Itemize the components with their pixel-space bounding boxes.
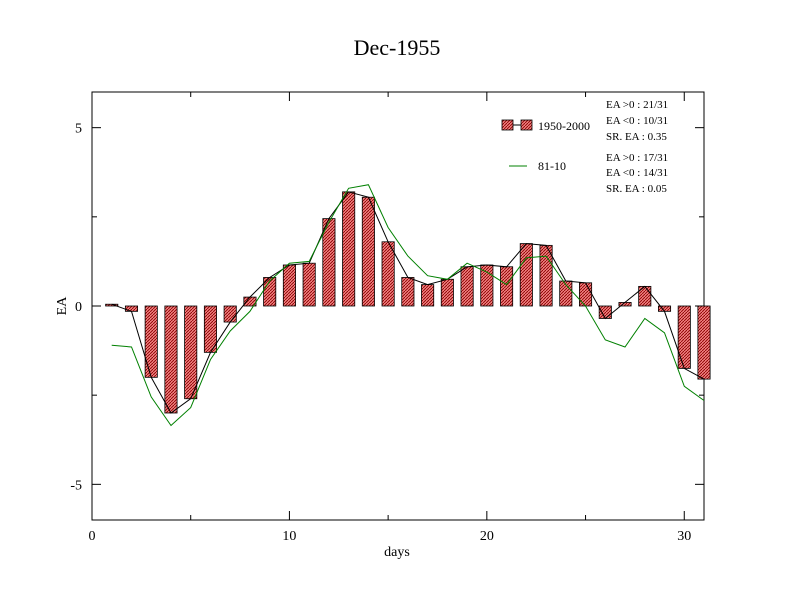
stat-ea-pos-2: EA >0 : 17/31 xyxy=(606,152,668,164)
bar-day-2 xyxy=(124,305,139,312)
y-tick-label: -5 xyxy=(70,478,82,493)
x-tick-label: 10 xyxy=(282,529,296,544)
bar-day-26 xyxy=(598,305,612,319)
bar-series-1950-2000 xyxy=(105,191,711,414)
series-line-81-10 xyxy=(111,184,705,427)
stat-sr-2: SR. EA : 0.05 xyxy=(606,183,667,195)
x-axis-ticks: 0 10 20 30 xyxy=(89,92,691,544)
stat-sr-1: SR. EA : 0.35 xyxy=(606,131,667,143)
bar-day-15 xyxy=(381,241,395,307)
x-tick-label: 30 xyxy=(677,529,691,544)
legend-marker-bar-left xyxy=(501,119,514,131)
stat-ea-neg-2: EA <0 : 14/31 xyxy=(606,167,668,179)
x-axis-label: days xyxy=(384,545,410,560)
bar-day-17 xyxy=(421,284,435,307)
legend-label-1950-2000: 1950-2000 xyxy=(538,119,590,133)
bar-day-19 xyxy=(460,266,474,307)
stat-ea-neg-1: EA <0 : 10/31 xyxy=(606,115,668,127)
y-tick-label: 0 xyxy=(75,300,82,315)
bar-day-14 xyxy=(361,196,375,307)
bar-day-4 xyxy=(164,305,178,414)
bar-day-25 xyxy=(579,282,593,307)
bar-day-18 xyxy=(440,278,454,307)
legend-label-81-10: 81-10 xyxy=(538,159,566,173)
bar-day-31 xyxy=(697,305,711,380)
bar-day-20 xyxy=(480,264,494,307)
y-axis-ticks: -5 0 5 xyxy=(70,122,704,493)
legend-marker-bar-right xyxy=(520,119,533,131)
bar-day-30 xyxy=(677,305,691,369)
stats-block: EA >0 : 21/31 EA <0 : 10/31 SR. EA : 0.3… xyxy=(606,99,668,195)
bar-day-13 xyxy=(342,191,356,307)
bar-day-21 xyxy=(500,266,514,307)
stat-ea-pos-1: EA >0 : 21/31 xyxy=(606,99,668,111)
bar-day-29 xyxy=(657,305,672,312)
y-axis-label: EA xyxy=(55,296,70,316)
bar-day-22 xyxy=(519,243,533,307)
y-tick-label: 5 xyxy=(75,122,82,137)
bar-day-5 xyxy=(184,305,198,400)
bar-day-3 xyxy=(144,305,158,378)
bar-day-11 xyxy=(302,262,316,307)
x-tick-label: 0 xyxy=(89,529,96,544)
chart-title: Dec-1955 xyxy=(354,35,441,60)
x-tick-label: 20 xyxy=(480,529,494,544)
bar-day-16 xyxy=(401,277,415,307)
legend: 1950-2000 81-10 xyxy=(501,119,590,173)
series-line-1950-2000 xyxy=(111,191,705,414)
bar-day-10 xyxy=(282,264,296,307)
bar-day-23 xyxy=(539,244,553,307)
bar-day-7 xyxy=(223,305,237,323)
